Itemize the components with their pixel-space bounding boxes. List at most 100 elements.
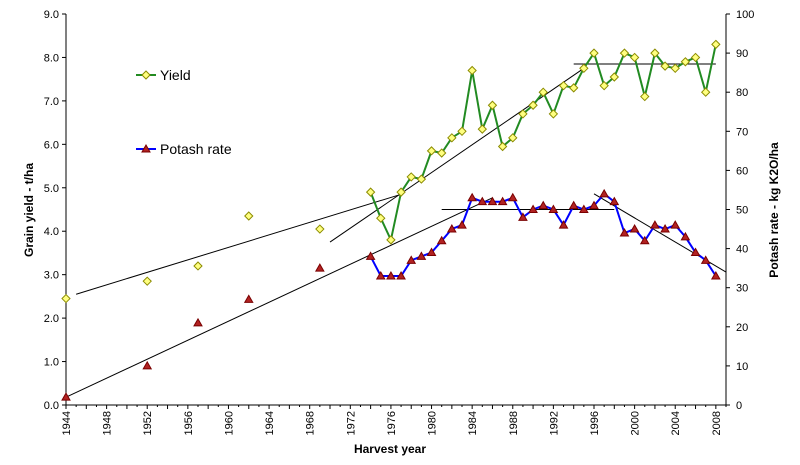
data-point-yield xyxy=(619,48,630,58)
y-right-tick-label: 40 xyxy=(736,244,748,256)
x-tick-label: 1960 xyxy=(223,411,235,435)
data-point-yield xyxy=(579,63,589,74)
x-tick-label: 1980 xyxy=(427,411,439,435)
y-right-tick-label: 90 xyxy=(736,48,748,60)
x-tick-label: 1968 xyxy=(305,411,317,435)
data-point-yield-early xyxy=(244,211,254,221)
legend-yield-marker xyxy=(141,70,151,80)
data-point-potash xyxy=(639,235,650,245)
data-point-yield xyxy=(528,100,538,110)
series-yield xyxy=(61,39,721,304)
data-point-potash xyxy=(375,270,386,280)
legend-item-potash: Potash rate xyxy=(136,141,232,157)
data-point-potash xyxy=(589,200,599,210)
data-point-yield xyxy=(640,91,650,102)
data-point-potash xyxy=(629,224,640,233)
series-potash xyxy=(61,188,721,401)
y-axis-right-label: Potash rate - kg K2O/ha xyxy=(767,142,781,278)
data-point-potash xyxy=(487,196,498,206)
data-point-yield xyxy=(711,39,721,50)
y-right-tick-label: 70 xyxy=(736,126,748,138)
data-point-potash xyxy=(619,227,630,237)
data-point-potash-early xyxy=(243,294,254,303)
data-point-yield xyxy=(660,61,670,71)
y-left-tick-label: 5.0 xyxy=(44,183,59,195)
legend-yield-label: Yield xyxy=(160,67,191,83)
legend-potash-marker xyxy=(141,143,151,153)
data-point-potash xyxy=(365,251,376,260)
data-point-potash xyxy=(578,204,589,213)
data-point-potash xyxy=(599,188,610,198)
data-point-potash xyxy=(670,220,681,229)
y-left-tick-label: 1.0 xyxy=(44,357,59,369)
data-point-yield xyxy=(558,80,569,91)
data-point-potash xyxy=(558,220,569,229)
data-point-yield-early xyxy=(61,293,71,304)
y-right-tick-label: 20 xyxy=(736,322,748,334)
y-left-tick-label: 4.0 xyxy=(44,226,59,238)
y-left-tick-label: 2.0 xyxy=(44,313,59,325)
data-point-potash xyxy=(477,196,488,206)
data-point-yield xyxy=(386,235,396,245)
data-point-potash-early xyxy=(314,263,325,272)
y-left-tick-label: 8.0 xyxy=(44,52,59,64)
data-point-yield xyxy=(406,172,416,182)
data-point-yield xyxy=(477,124,488,134)
data-point-potash xyxy=(609,196,620,206)
data-point-potash xyxy=(446,224,457,233)
data-point-yield xyxy=(416,174,427,184)
data-point-yield xyxy=(650,48,660,58)
data-point-yield xyxy=(538,87,548,97)
x-tick-label: 1952 xyxy=(142,411,154,435)
data-point-yield xyxy=(518,109,528,119)
y-right-tick-label: 80 xyxy=(736,87,748,99)
x-tick-label: 1984 xyxy=(467,411,479,435)
data-point-yield xyxy=(568,83,579,93)
data-point-potash xyxy=(386,270,396,280)
x-tick-label: 2000 xyxy=(630,411,642,435)
data-point-yield-early xyxy=(315,224,325,234)
data-point-yield xyxy=(700,87,711,97)
data-point-yield xyxy=(609,72,620,82)
data-point-yield xyxy=(467,65,477,76)
y-left-tick-label: 6.0 xyxy=(44,139,59,151)
x-tick-label: 1956 xyxy=(183,411,195,435)
y-right-tick-label: 100 xyxy=(736,9,754,21)
data-point-potash xyxy=(457,220,467,229)
data-point-potash xyxy=(518,212,528,221)
y-right-tick-label: 10 xyxy=(736,361,748,373)
data-point-potash xyxy=(426,247,437,257)
data-point-yield-early xyxy=(193,261,203,271)
x-tick-label: 1964 xyxy=(264,411,276,435)
series-yield-line xyxy=(369,44,717,244)
data-point-potash xyxy=(650,220,660,229)
data-point-yield xyxy=(396,187,406,197)
data-point-potash xyxy=(497,196,508,206)
x-axis-label: Harvest year xyxy=(354,442,426,456)
y-left-tick-label: 3.0 xyxy=(44,270,59,282)
data-point-yield xyxy=(426,146,437,156)
legend-item-yield: Yield xyxy=(136,67,191,83)
data-point-potash xyxy=(467,192,478,202)
data-point-yield xyxy=(680,57,691,67)
data-point-yield-early xyxy=(142,276,152,286)
y-axis-left-label: Grain yield - t/ha xyxy=(22,163,36,257)
x-tick-label: 1944 xyxy=(61,411,73,435)
data-point-potash xyxy=(406,255,417,264)
data-point-yield xyxy=(497,141,508,152)
data-point-potash xyxy=(507,192,518,202)
y-left-tick-label: 9.0 xyxy=(44,9,59,21)
data-point-yield xyxy=(548,109,559,119)
series xyxy=(61,39,721,401)
data-point-yield xyxy=(599,80,609,91)
trendline xyxy=(76,193,402,295)
data-point-yield xyxy=(487,100,498,110)
data-point-potash xyxy=(680,231,691,241)
x-tick-label: 1988 xyxy=(508,411,520,435)
y-left-tick-label: 0.0 xyxy=(44,400,59,412)
y-right-tick-label: 60 xyxy=(736,165,748,177)
trendline xyxy=(329,67,585,243)
x-tick-label: 1972 xyxy=(345,411,357,435)
data-point-yield xyxy=(690,52,701,63)
